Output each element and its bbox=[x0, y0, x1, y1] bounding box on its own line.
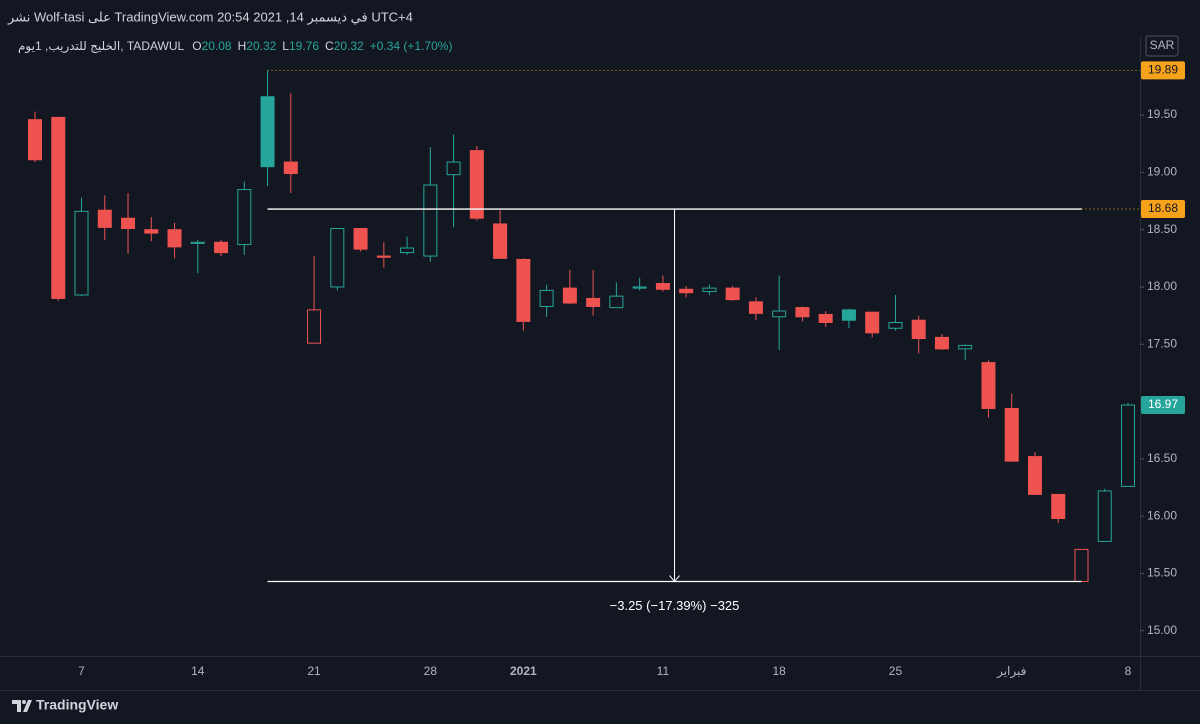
candle-body bbox=[725, 287, 740, 301]
candle-body bbox=[981, 362, 996, 409]
y-tick-label: 16.00 bbox=[1147, 508, 1177, 522]
candle-body bbox=[376, 255, 391, 258]
candle-body bbox=[609, 295, 624, 309]
candle-body bbox=[818, 313, 833, 324]
candle-body bbox=[237, 189, 252, 246]
candle-body bbox=[865, 311, 880, 334]
price-tag-label: 19.89 bbox=[1148, 63, 1178, 77]
candle-body bbox=[516, 258, 531, 322]
y-tick-label: 17.50 bbox=[1147, 336, 1177, 350]
candle-body bbox=[493, 223, 508, 259]
y-tick-label: 19.50 bbox=[1147, 107, 1177, 121]
candle-body bbox=[1051, 493, 1066, 519]
measure-arrow-head bbox=[669, 575, 680, 583]
candle-body bbox=[1121, 404, 1135, 487]
legend: الخليج للتدريب, 1يوم, TADAWUL O20.08 H20.3… bbox=[18, 39, 452, 54]
candle-body bbox=[400, 247, 415, 254]
candle-body bbox=[748, 301, 763, 314]
y-tick-label: 15.50 bbox=[1147, 566, 1177, 580]
x-tick-label: 14 bbox=[191, 664, 205, 678]
candle-body bbox=[539, 289, 554, 307]
candle-body bbox=[121, 217, 136, 230]
candle-body bbox=[190, 241, 205, 244]
symbol: الخليج للتدريب, 1يوم, TADAWUL bbox=[18, 39, 185, 54]
legend-key: L bbox=[282, 39, 289, 53]
legend-change: +0.34 (+1.70%) bbox=[370, 39, 453, 53]
candle-body bbox=[28, 119, 42, 161]
candle-body bbox=[841, 309, 856, 321]
candle-body bbox=[446, 161, 461, 176]
logo-dot bbox=[22, 700, 26, 704]
price-tag bbox=[1141, 61, 1185, 80]
candle-body bbox=[1027, 456, 1042, 495]
candle-body bbox=[214, 241, 229, 254]
y-tick-label: 18.00 bbox=[1147, 279, 1177, 293]
candle-body bbox=[562, 287, 577, 304]
candle-body bbox=[283, 161, 298, 175]
x-tick-label: 2021 bbox=[510, 664, 537, 678]
candle-body bbox=[260, 96, 275, 168]
candle-body bbox=[655, 283, 670, 290]
price-tag bbox=[1141, 200, 1185, 219]
candle-body bbox=[1074, 548, 1089, 583]
candle-body bbox=[958, 344, 973, 350]
candle-body bbox=[97, 209, 112, 228]
candle-body bbox=[307, 309, 322, 344]
candle-body bbox=[679, 288, 694, 294]
legend-value: 20.08 bbox=[202, 39, 232, 53]
x-tick-label: 25 bbox=[889, 664, 903, 678]
y-tick-label: 19.00 bbox=[1147, 165, 1177, 179]
price-tag-label: 16.97 bbox=[1148, 397, 1178, 411]
candle-body bbox=[1097, 490, 1112, 542]
header: نشر Wolf-tasi على TradingView.com 20:54 … bbox=[7, 9, 413, 25]
candle-body bbox=[702, 287, 717, 293]
candle-body bbox=[772, 310, 787, 318]
y-tick-label: 15.00 bbox=[1147, 623, 1177, 637]
candle-body bbox=[911, 319, 926, 340]
candle-body bbox=[469, 150, 484, 219]
candle-body bbox=[74, 210, 89, 296]
price-tag-label: 18.68 bbox=[1148, 201, 1178, 215]
legend-value: 20.32 bbox=[334, 39, 364, 53]
brand: TradingView bbox=[36, 697, 118, 713]
y-tick-label: 18.50 bbox=[1147, 222, 1177, 236]
x-tick-label: 7 bbox=[78, 664, 85, 678]
candle-body bbox=[632, 286, 647, 289]
x-tick-label: 8 bbox=[1125, 664, 1132, 678]
candle-body bbox=[934, 336, 949, 350]
candle-body bbox=[330, 228, 345, 288]
currency-box bbox=[1145, 35, 1179, 57]
x-tick-label: 11 bbox=[657, 664, 670, 678]
legend-value: 20.32 bbox=[246, 39, 276, 53]
candle-body bbox=[586, 297, 601, 307]
candle-body bbox=[144, 229, 159, 234]
candle-body bbox=[1004, 407, 1019, 462]
legend-value: 19.76 bbox=[289, 39, 319, 53]
currency: SAR bbox=[1150, 38, 1175, 52]
x-tick-label: فبراير bbox=[996, 664, 1026, 679]
legend-key: O bbox=[192, 39, 201, 53]
candle-body bbox=[51, 116, 66, 299]
x-tick-label: 21 bbox=[307, 664, 321, 678]
candle-body bbox=[167, 229, 182, 248]
logo bbox=[12, 700, 32, 712]
candle-body bbox=[353, 228, 368, 250]
candle-body bbox=[888, 322, 903, 329]
legend-key: C bbox=[325, 39, 334, 53]
legend-key: H bbox=[238, 39, 247, 53]
measure-label: −3.25 (−17.39%) −325 bbox=[610, 598, 740, 613]
candle-body bbox=[423, 184, 438, 257]
candle-body bbox=[795, 307, 810, 318]
logo-mark bbox=[12, 700, 32, 712]
y-tick-label: 16.50 bbox=[1147, 451, 1177, 465]
x-tick-label: 28 bbox=[424, 664, 438, 678]
x-tick-label: 18 bbox=[772, 664, 786, 678]
price-tag bbox=[1141, 396, 1185, 415]
